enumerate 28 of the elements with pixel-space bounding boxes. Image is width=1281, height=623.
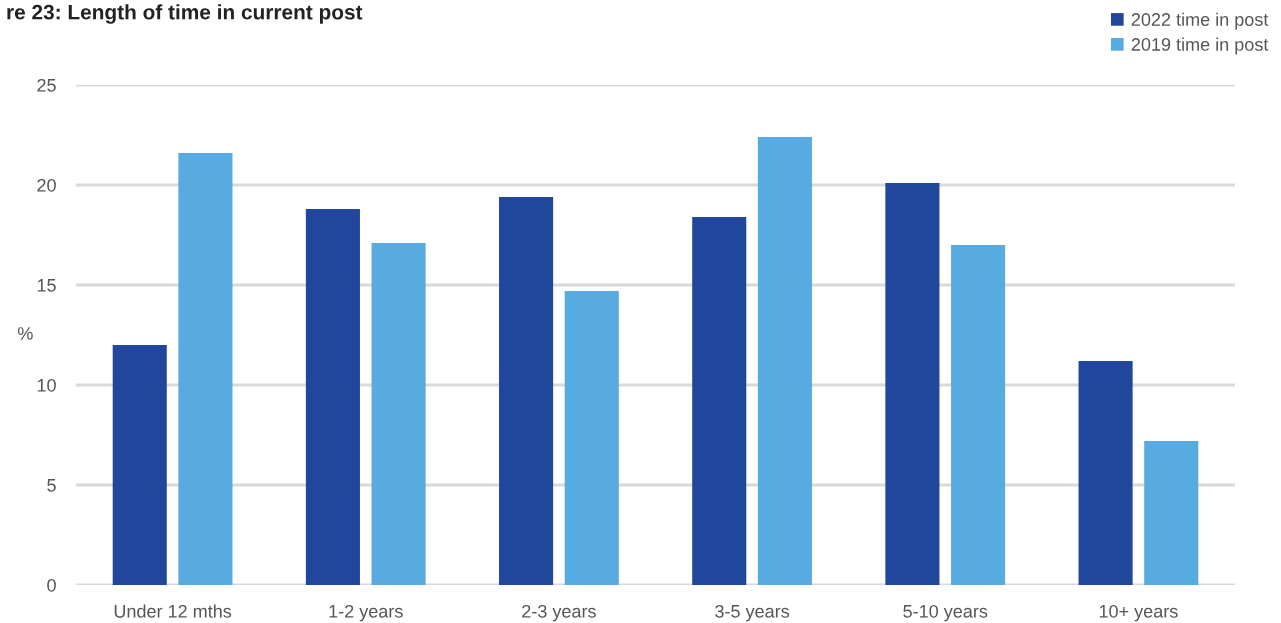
bar — [951, 245, 1006, 585]
chart-title: re 23: Length of time in current post — [7, 4, 363, 24]
bar — [178, 153, 233, 585]
x-tick-label: 5-10 years — [903, 604, 988, 622]
legend-label: 2022 time in post — [1131, 12, 1269, 30]
bar — [757, 137, 812, 585]
y-tick-label: 15 — [37, 279, 56, 292]
y-axis-title: % — [17, 327, 33, 340]
bar — [305, 209, 360, 585]
y-tick-label: 5 — [47, 479, 56, 492]
bar — [371, 243, 426, 585]
x-tick-label: 1-2 years — [329, 604, 403, 622]
x-tick-label: 3-5 years — [715, 604, 790, 622]
bar — [1144, 441, 1199, 585]
x-tick-label: Under 12 mths — [114, 604, 232, 618]
x-tick-label: 2-3 years — [522, 604, 596, 622]
legend-label: 2019 time in post — [1131, 37, 1269, 55]
bar — [564, 291, 619, 585]
y-tick-label: 20 — [37, 178, 56, 192]
bar — [885, 183, 940, 585]
bar — [499, 197, 554, 585]
bar — [1078, 361, 1133, 585]
y-tick-label: 0 — [47, 578, 56, 592]
bar — [112, 345, 167, 585]
bar — [692, 217, 747, 585]
y-tick-label: 25 — [37, 78, 56, 92]
y-tick-label: 10 — [37, 378, 56, 392]
x-tick-label: 10+ years — [1099, 604, 1178, 622]
